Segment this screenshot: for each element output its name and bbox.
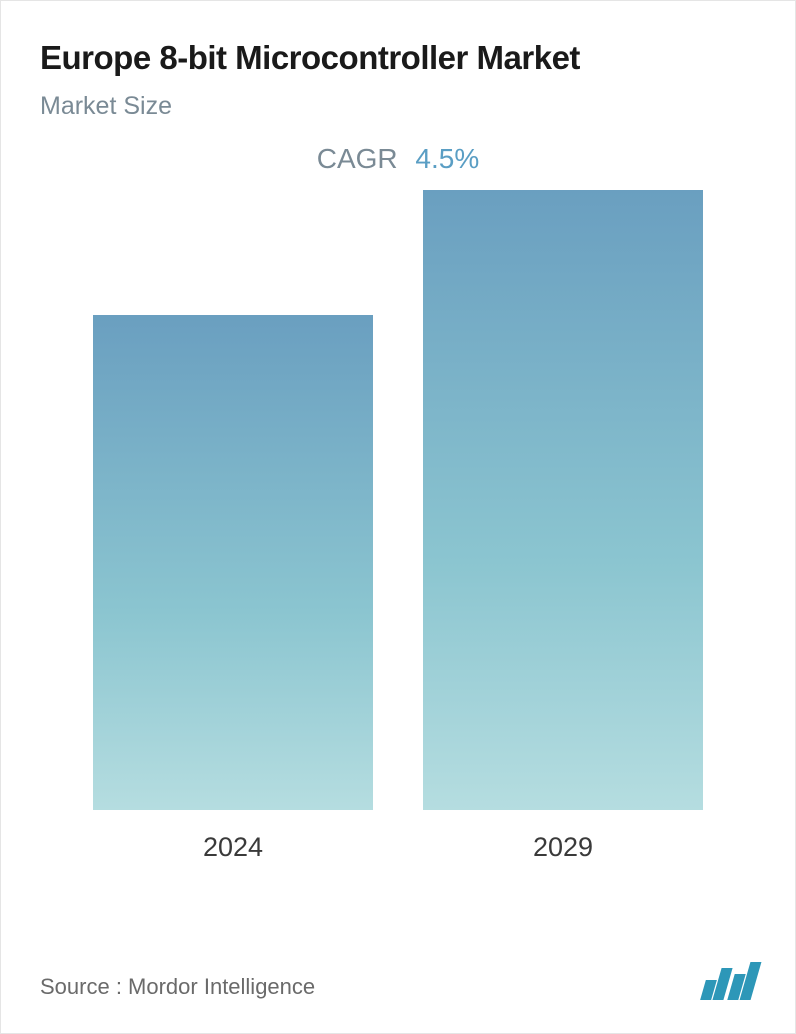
page-subtitle: Market Size: [40, 92, 756, 121]
bar-2029: [423, 190, 703, 810]
footer: Source : Mordor Intelligence: [40, 962, 756, 1000]
page-title: Europe 8-bit Microcontroller Market: [40, 38, 756, 78]
chart-container: Europe 8-bit Microcontroller Market Mark…: [0, 0, 796, 1034]
bar-group-2029: 2029: [423, 190, 703, 863]
cagr-label: CAGR: [317, 143, 398, 174]
cagr-value: 4.5%: [415, 143, 479, 174]
brand-logo-icon: [703, 962, 756, 1000]
bar-label-2024: 2024: [203, 832, 263, 863]
bar-2024: [93, 315, 373, 810]
cagr-metric: CAGR 4.5%: [40, 143, 756, 175]
source-text: Source : Mordor Intelligence: [40, 974, 315, 1000]
bar-chart: 2024 2029: [40, 243, 756, 863]
bar-label-2029: 2029: [533, 832, 593, 863]
bar-group-2024: 2024: [93, 315, 373, 863]
